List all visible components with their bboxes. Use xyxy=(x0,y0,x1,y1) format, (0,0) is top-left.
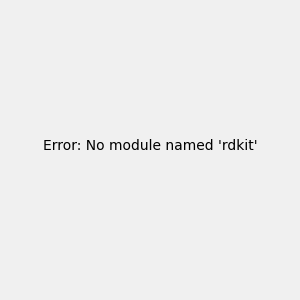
Text: Error: No module named 'rdkit': Error: No module named 'rdkit' xyxy=(43,139,257,153)
